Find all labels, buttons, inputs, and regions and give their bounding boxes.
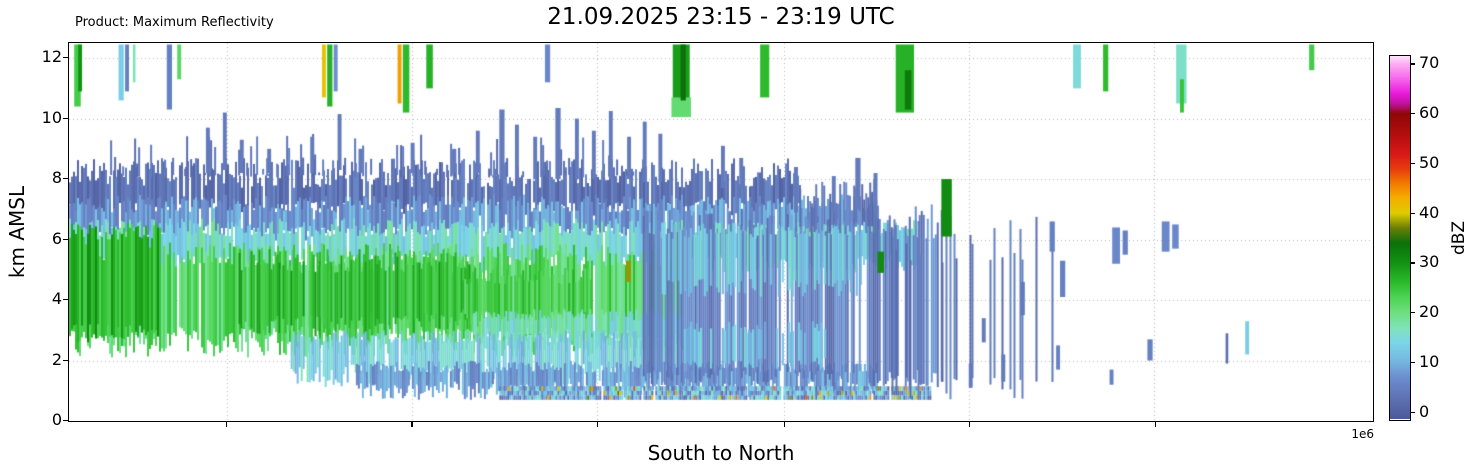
y-tick-mark [62, 178, 68, 180]
x-axis-label: South to North [647, 441, 795, 465]
y-tick-label: 4 [51, 289, 62, 309]
colorbar-tick-mark [1411, 162, 1415, 165]
colorbar-canvas [1390, 56, 1410, 419]
colorbar-tick-mark [1411, 361, 1415, 363]
y-tick-label: 10 [41, 107, 62, 127]
x-axis-offset-label: 1e6 [1351, 427, 1374, 441]
x-tick-mark [596, 422, 599, 427]
colorbar-tick-mark [1411, 262, 1415, 264]
x-tick-mark [969, 422, 971, 427]
colorbar-label-text: dBZ [1449, 220, 1470, 256]
x-tick-mark [226, 422, 228, 427]
colorbar-tick-mark [1411, 113, 1415, 115]
chart-title: 21.09.2025 23:15 - 23:19 UTC [547, 4, 895, 30]
y-tick-label: 12 [41, 47, 62, 67]
x-tick-mark [411, 422, 413, 427]
y-tick-mark [62, 57, 68, 59]
colorbar-tick-mark [1411, 63, 1415, 65]
colorbar-tick-label: 50 [1419, 152, 1440, 172]
heatmap-canvas [69, 43, 1373, 421]
colorbar-tick-label: 20 [1419, 302, 1440, 322]
colorbar-tick-label: 30 [1419, 252, 1440, 272]
colorbar-tick-label: 40 [1419, 202, 1440, 222]
y-tick-label: 8 [51, 168, 62, 188]
product-label: Product: Maximum Reflectivity [75, 15, 274, 30]
y-tick-mark [62, 299, 68, 301]
colorbar-tick-mark [1411, 312, 1415, 314]
colorbar-tick-label: 10 [1419, 351, 1440, 371]
colorbar-tick-mark [1411, 212, 1415, 214]
colorbar-tick-mark [1411, 411, 1415, 413]
y-tick-mark [62, 359, 68, 361]
y-tick-mark [62, 420, 68, 422]
colorbar-tick-label: 60 [1419, 103, 1440, 123]
colorbar [1389, 55, 1411, 421]
y-tick-mark [62, 117, 68, 119]
x-tick-mark [783, 422, 785, 427]
colorbar-tick-label: 70 [1419, 53, 1440, 73]
y-tick-label: 2 [51, 349, 62, 369]
y-tick-label: 6 [51, 228, 62, 248]
y-tick-label: 0 [51, 410, 62, 429]
plot-area [68, 42, 1374, 422]
y-tick-mark [62, 238, 68, 240]
x-tick-mark [1154, 422, 1156, 427]
colorbar-tick-label: 0 [1419, 401, 1430, 421]
